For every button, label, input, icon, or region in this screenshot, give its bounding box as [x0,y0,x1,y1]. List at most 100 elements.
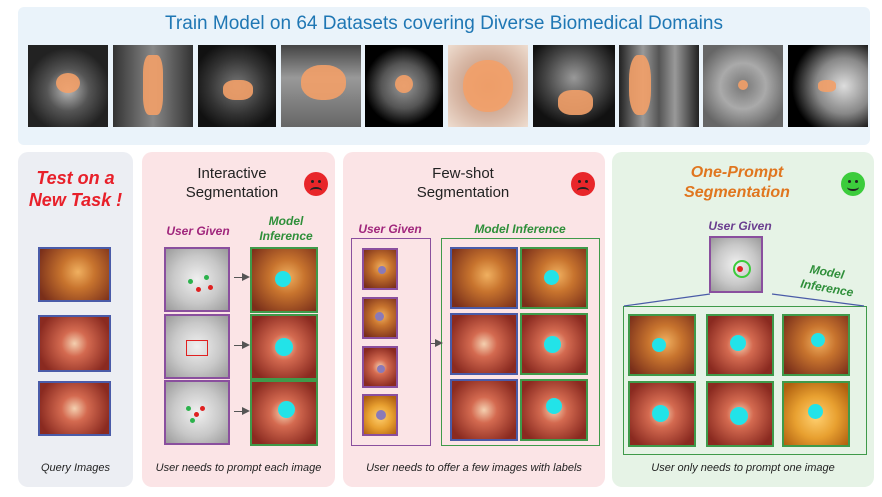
user-prompt-image [164,314,230,379]
segmentation-mask [818,80,836,92]
query-image [38,247,111,302]
optic-disc-mask [546,398,563,415]
prompt-point [186,406,191,411]
fewshot-arrow [431,338,443,347]
optic-disc-mask [275,338,294,357]
test-title-line2: New Task ! [28,190,123,210]
inference-image [520,379,588,441]
interactive-model-label-line2: Inference [259,229,313,243]
inference-image [450,313,518,375]
optic-disc-mask [378,265,387,274]
optic-disc-mask [543,269,559,285]
sad-face-icon [571,172,595,196]
brain-mri-thumbnail [198,45,276,127]
support-image [362,248,398,290]
optic-disc-mask [376,410,387,421]
banner-title: Train Model on 64 Datasets covering Dive… [165,13,723,34]
oneprompt-title-line1: One-Prompt [690,164,784,181]
interactive-caption: User needs to prompt each image [155,462,322,474]
segmentation-mask [301,65,346,100]
query-image [38,315,111,372]
retina-grayscale-thumbnail [703,45,783,127]
oneprompt-caption: User only needs to prompt one image [651,462,835,474]
prompt-point [194,412,199,417]
oneprompt-title-line2: Segmentation [684,184,790,201]
inference-image [706,381,774,447]
optic-disc-mask [651,405,669,423]
segmentation-mask [56,73,80,93]
sad-face-icon [304,172,328,196]
lung-xray-thumbnail [619,45,699,127]
segmentation-mask [629,55,651,115]
prompt-point [737,266,743,272]
optic-disc-mask [275,271,292,288]
fewshot-user-label: User Given [358,222,422,236]
test-title-line1: Test on a [36,168,115,188]
segmentation-mask [558,90,593,115]
test-caption: Query Images [40,462,111,474]
segmentation-mask [223,80,253,100]
jaw-ct-thumbnail [533,45,615,127]
support-image [362,297,398,339]
inference-image [628,314,696,376]
optic-disc-mask [729,406,748,425]
oneprompt-user-label: User Given [708,219,772,233]
inference-image [450,247,518,309]
optic-disc-mask [810,333,825,348]
oneprompt-fan-lines [623,293,865,307]
fewshot-title-line2: Segmentation [416,184,510,201]
ultrasound-thumbnail [281,45,361,127]
optic-disc-mask [808,404,824,420]
prompt-point [196,287,201,292]
happy-face-icon [841,172,865,196]
segmentation-mask [463,60,513,112]
spine-ct-thumbnail [113,45,193,127]
brain-lesion-thumbnail [365,45,443,127]
one-prompt-user-image [709,236,763,293]
prostate-mri-thumbnail [28,45,108,127]
interactive-title-line1: Interactive [197,165,267,182]
inference-image [520,247,588,309]
optic-disc-mask [375,312,385,322]
mammogram-thumbnail [788,45,868,127]
optic-disc-mask [277,400,295,418]
optic-disc-mask [543,335,561,353]
interactive-title-line2: Segmentation [185,184,279,201]
prompt-scribble [733,260,751,278]
user-prompt-image [164,380,230,445]
support-image [362,346,398,388]
inference-image [250,380,318,446]
oneprompt-model-group-box [623,306,867,455]
interactive-arrow-1 [234,272,250,281]
fewshot-user-group-box [351,238,431,446]
optic-disc-mask [729,334,746,351]
inference-image [706,314,774,376]
support-image [362,394,398,436]
segmentation-mask [738,80,748,90]
inference-image [250,247,318,313]
inference-image [782,314,850,376]
segmentation-mask [143,55,163,115]
prompt-point [208,285,213,290]
interactive-user-label: User Given [166,224,230,238]
fewshot-model-label: Model Inference [474,222,566,236]
query-image [38,381,111,436]
prompt-box [186,340,208,356]
inference-image [520,313,588,375]
inference-image [250,314,318,380]
interactive-arrow-2 [234,340,250,349]
interactive-arrow-3 [234,406,250,415]
optic-disc-mask [651,338,666,353]
skin-lesion-thumbnail [448,45,528,127]
interactive-model-label-line1: Model [268,214,304,228]
user-prompt-image [164,247,230,312]
optic-disc-mask [376,365,385,374]
fewshot-title-line1: Few-shot [432,165,494,182]
prompt-point [200,406,205,411]
prompt-point [188,279,193,284]
segmentation-mask [395,75,413,93]
fewshot-caption: User needs to offer a few images with la… [366,462,582,474]
inference-image [782,381,850,447]
prompt-point [190,418,195,423]
inference-image [450,379,518,441]
